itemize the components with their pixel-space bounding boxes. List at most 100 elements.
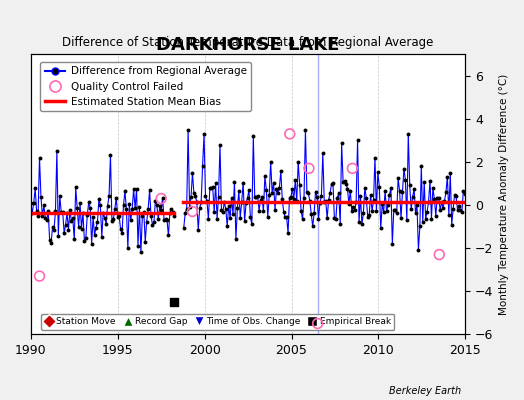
Point xyxy=(375,183,384,190)
Point xyxy=(199,162,207,169)
Point xyxy=(88,240,96,247)
Point xyxy=(82,234,90,241)
Point xyxy=(359,210,367,216)
Point xyxy=(223,223,232,229)
Point xyxy=(125,201,134,207)
Point xyxy=(157,207,166,213)
Point xyxy=(34,212,42,219)
Y-axis label: Monthly Temperature Anomaly Difference (°C): Monthly Temperature Anomaly Difference (… xyxy=(499,74,509,315)
Point xyxy=(169,208,177,215)
Point xyxy=(294,159,302,165)
Point xyxy=(365,212,374,218)
Point xyxy=(212,180,220,186)
Point xyxy=(332,216,340,222)
Point xyxy=(147,212,155,219)
Point xyxy=(111,206,119,212)
Point xyxy=(46,237,54,243)
Point xyxy=(411,210,420,216)
Point xyxy=(291,177,300,183)
Point xyxy=(230,178,238,185)
Point xyxy=(35,154,43,161)
Point xyxy=(145,187,154,193)
Point xyxy=(188,170,196,176)
Point xyxy=(226,215,234,221)
Point xyxy=(245,186,253,193)
Point xyxy=(115,213,123,219)
Point xyxy=(347,208,356,214)
Point xyxy=(222,206,230,212)
Point xyxy=(269,180,278,186)
Point xyxy=(301,126,310,133)
Point xyxy=(443,173,452,180)
Point xyxy=(362,195,370,201)
Point xyxy=(324,197,333,203)
Point xyxy=(105,193,113,199)
Point xyxy=(66,207,74,214)
Point xyxy=(278,196,287,202)
Point xyxy=(80,238,89,244)
Point xyxy=(256,197,265,203)
Point xyxy=(271,207,279,213)
Point xyxy=(391,207,399,214)
Point xyxy=(286,131,294,137)
Point xyxy=(381,188,389,194)
Point xyxy=(70,236,79,243)
Point xyxy=(390,206,398,213)
Point xyxy=(255,207,263,214)
Point xyxy=(86,205,94,211)
Point xyxy=(232,236,240,243)
Point xyxy=(396,188,404,194)
Point xyxy=(319,150,327,156)
Point xyxy=(185,204,194,210)
Point xyxy=(440,198,449,204)
Point xyxy=(204,216,213,222)
Point xyxy=(298,216,307,222)
Point xyxy=(197,199,205,205)
Point xyxy=(368,208,376,214)
Point xyxy=(248,221,256,228)
Point xyxy=(144,206,152,212)
Point xyxy=(369,197,378,204)
Point xyxy=(398,188,407,195)
Point xyxy=(326,190,334,196)
Point xyxy=(313,193,321,200)
Point xyxy=(51,208,60,215)
Point xyxy=(161,216,170,222)
Point xyxy=(394,175,402,181)
Point xyxy=(451,191,459,198)
Point xyxy=(59,208,67,215)
Point xyxy=(429,185,437,191)
Point xyxy=(279,209,288,216)
Point xyxy=(406,182,414,188)
Point xyxy=(166,210,174,216)
Point xyxy=(371,154,379,161)
Point xyxy=(138,213,147,220)
Point xyxy=(67,218,75,224)
Point xyxy=(38,213,47,220)
Point xyxy=(129,186,138,192)
Point xyxy=(408,194,417,200)
Point xyxy=(163,216,171,223)
Point xyxy=(95,196,103,202)
Point xyxy=(316,200,324,206)
Point xyxy=(156,203,164,210)
Point xyxy=(287,194,295,200)
Point xyxy=(292,198,301,204)
Point xyxy=(79,210,87,216)
Point xyxy=(41,215,49,221)
Point xyxy=(237,198,246,205)
Point xyxy=(366,191,375,198)
Point xyxy=(275,185,283,191)
Point xyxy=(296,182,304,188)
Point xyxy=(92,224,100,231)
Point xyxy=(352,199,361,205)
Point xyxy=(339,178,347,185)
Point xyxy=(351,207,359,213)
Point xyxy=(56,192,64,199)
Point xyxy=(73,204,81,211)
Point xyxy=(401,177,410,183)
Point xyxy=(182,206,191,212)
Point xyxy=(114,213,122,220)
Point xyxy=(78,225,86,232)
Point xyxy=(213,216,221,222)
